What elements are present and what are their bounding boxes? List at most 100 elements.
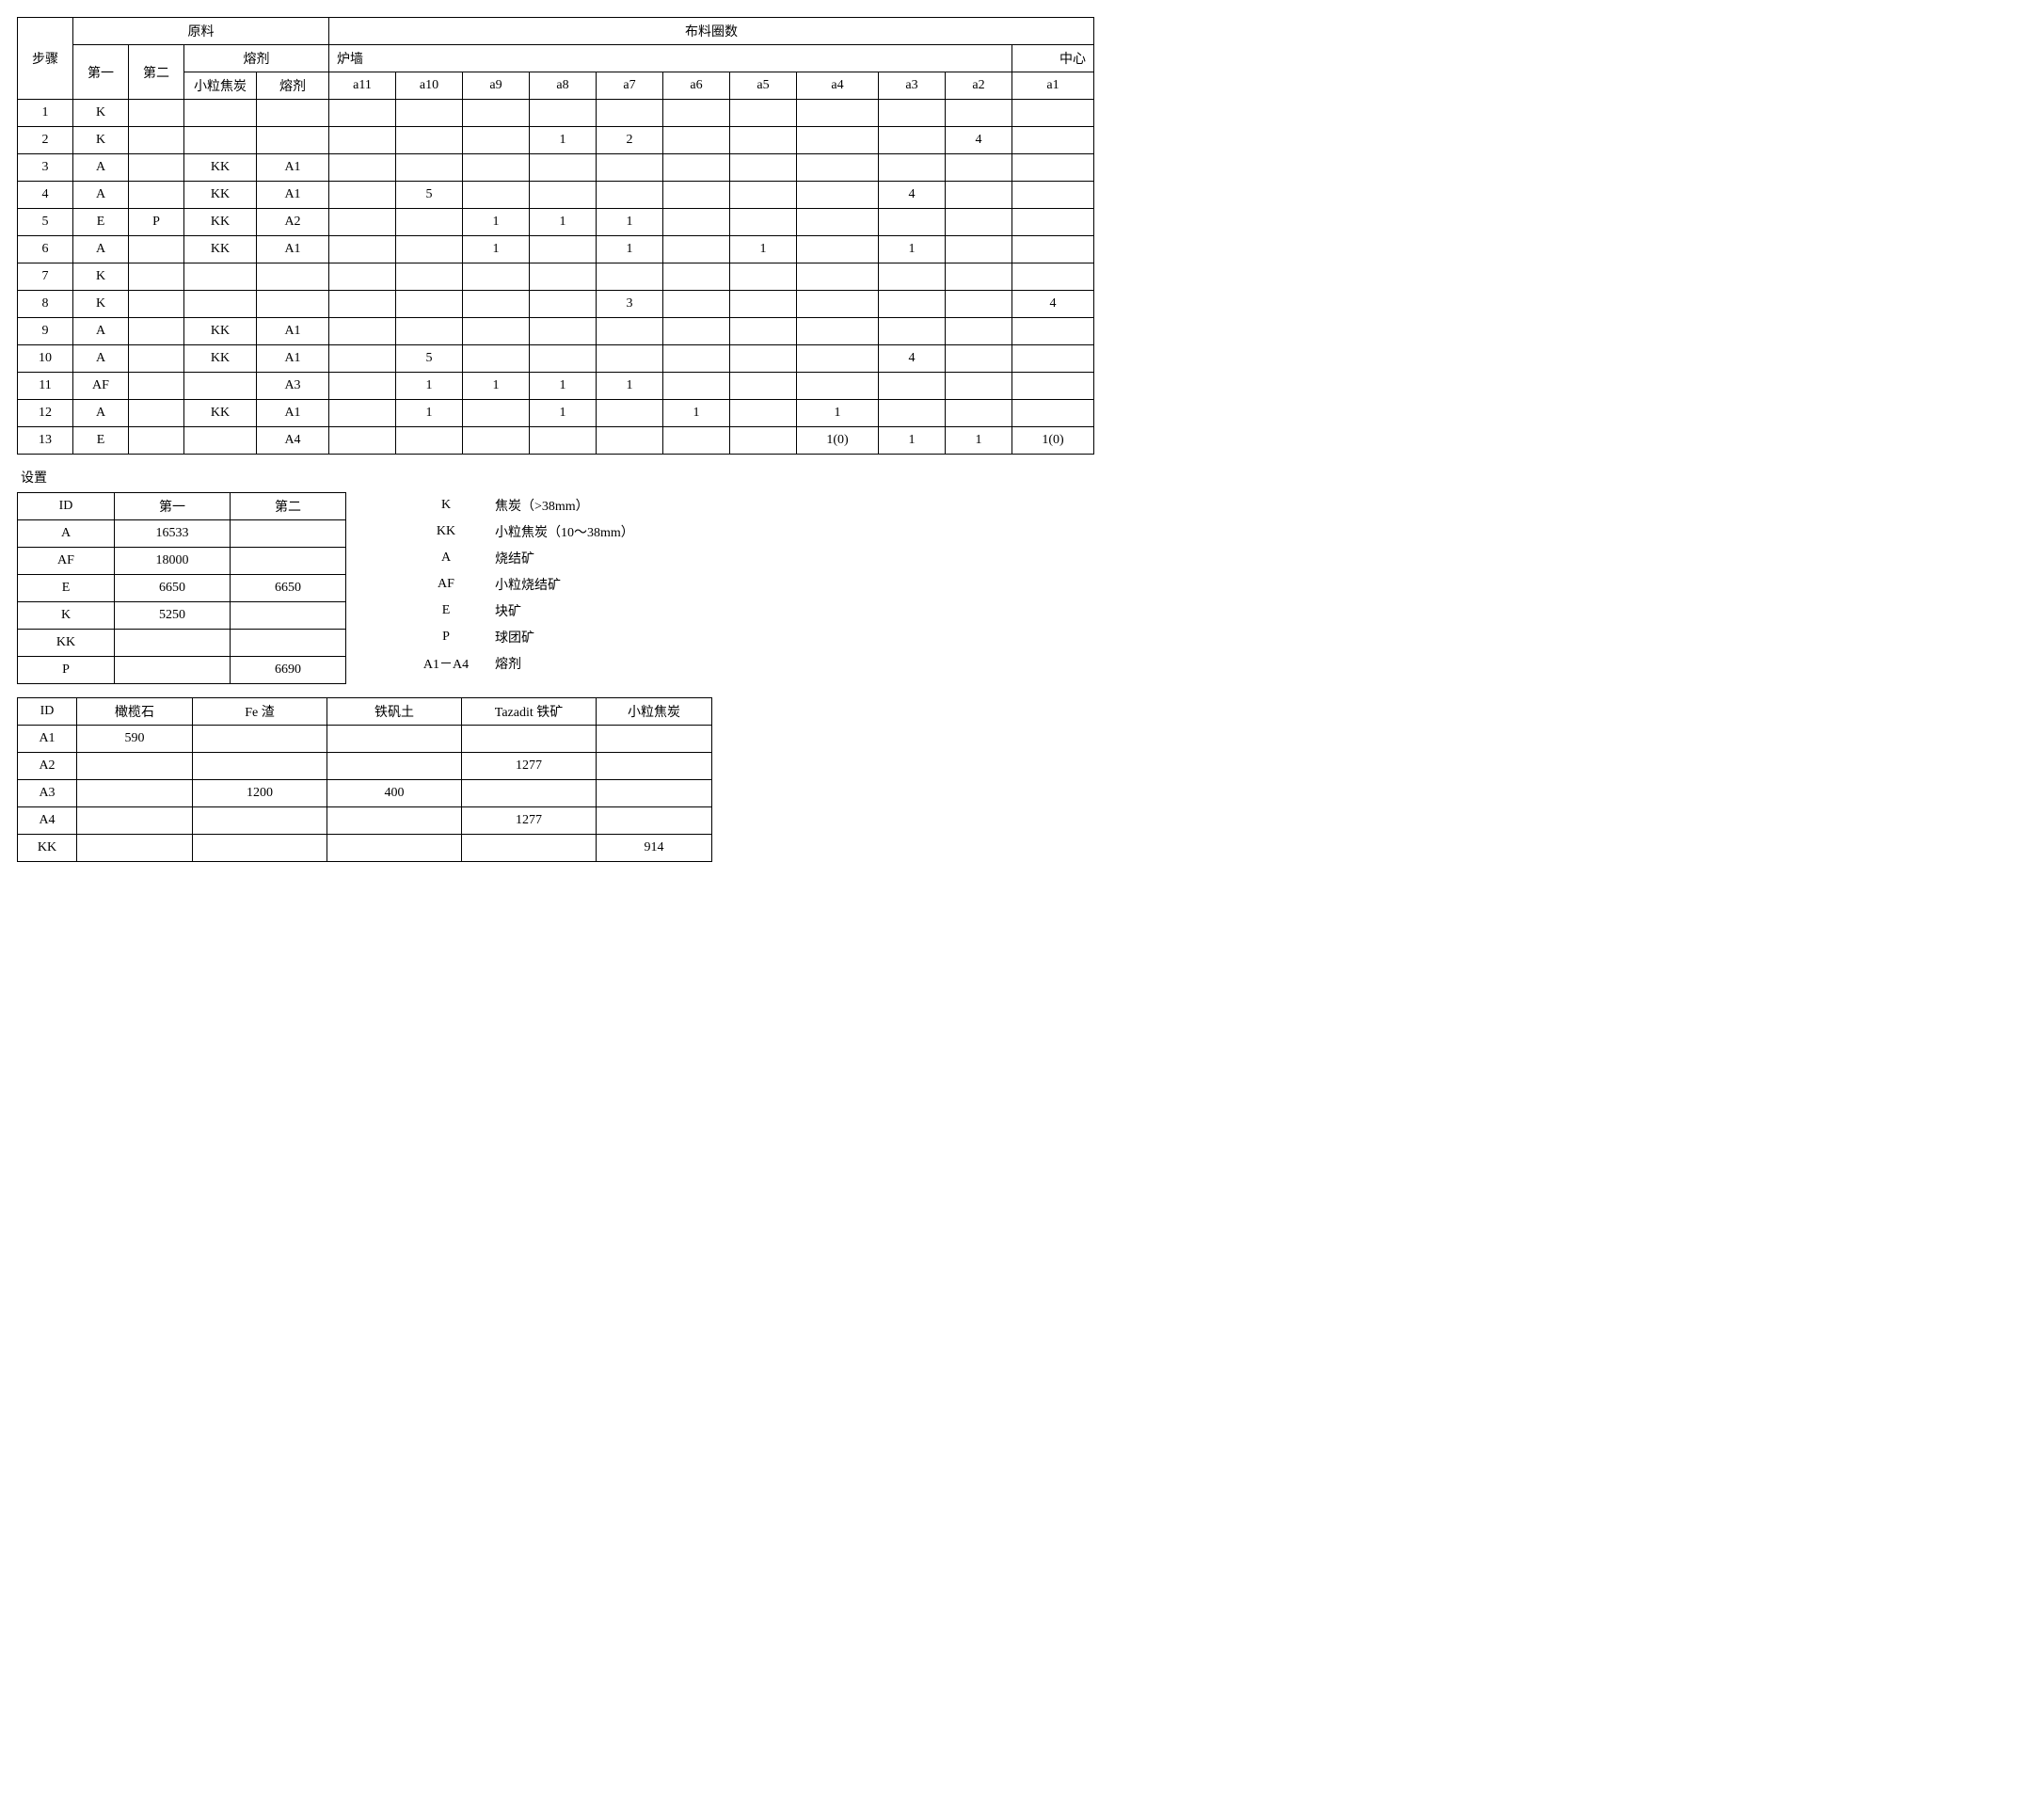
cell-first: AF [73,373,129,400]
cell-first: 6650 [115,575,231,602]
cell-a2 [946,182,1012,209]
cell-a9 [463,127,530,154]
cell-second [129,427,184,455]
cell-a8: 1 [530,373,597,400]
cell-a11 [329,291,396,318]
cell-second [129,291,184,318]
cell-a10 [396,100,463,127]
cell-a4: 1(0) [797,427,879,455]
cell-a6 [663,263,730,291]
cell-first: K [73,263,129,291]
cell-flux: A1 [257,236,329,263]
legend-desc: 小粒焦炭（10～38mm） [489,519,708,545]
cell-a3: 4 [879,345,946,373]
cell-a10: 5 [396,182,463,209]
cell-flux: A1 [257,318,329,345]
cell-a3 [879,154,946,182]
cell-a11 [329,263,396,291]
cell-a3 [879,400,946,427]
cell-a5 [730,154,797,182]
cell-tazadit: 1277 [462,753,597,780]
cell-small [184,373,257,400]
cell-a10: 1 [396,373,463,400]
col-a2: a2 [946,72,1012,100]
cell-a11 [329,400,396,427]
table-row: 4AKKA154 [18,182,1094,209]
cell-second [129,400,184,427]
cell-a9 [463,263,530,291]
table-row: A41277 [18,807,712,835]
cell-a1 [1012,400,1094,427]
cell-a2 [946,318,1012,345]
cell-a4 [797,182,879,209]
cell-a9: 1 [463,236,530,263]
legend-code: KK [403,519,489,545]
col-center: 中心 [1012,45,1094,72]
settings-id: ID [18,493,115,520]
cell-step: 11 [18,373,73,400]
cell-olivine [77,780,193,807]
cell-small: KK [184,345,257,373]
flux-olivine: 橄榄石 [77,698,193,726]
flux-tazadit: Tazadit 铁矿 [462,698,597,726]
cell-bauxite [327,726,462,753]
cell-second: 6650 [231,575,346,602]
legend-desc: 烧结矿 [489,545,708,571]
cell-bauxite [327,753,462,780]
cell-second [129,100,184,127]
cell-a8 [530,345,597,373]
flux-bauxite: 铁矾土 [327,698,462,726]
col-a1: a1 [1012,72,1094,100]
cell-a11 [329,373,396,400]
cell-id: K [18,602,115,630]
cell-fe_slag [193,753,327,780]
cell-bauxite: 400 [327,780,462,807]
col-a9: a9 [463,72,530,100]
cell-a9: 1 [463,373,530,400]
cell-a6 [663,182,730,209]
cell-step: 6 [18,236,73,263]
cell-a5 [730,345,797,373]
cell-flux [257,291,329,318]
cell-second [129,127,184,154]
cell-a1 [1012,318,1094,345]
cell-a4 [797,373,879,400]
table-row: 11AFA31111 [18,373,1094,400]
cell-second [231,630,346,657]
col-a4: a4 [797,72,879,100]
cell-step: 3 [18,154,73,182]
cell-olivine [77,753,193,780]
cell-step: 2 [18,127,73,154]
table-row: K5250 [18,602,346,630]
cell-second [129,236,184,263]
cell-second [129,345,184,373]
cell-second [231,520,346,548]
cell-a4 [797,209,879,236]
cell-a3 [879,263,946,291]
cell-first: K [73,127,129,154]
settings-first: 第一 [115,493,231,520]
legend-desc: 小粒烧结矿 [489,571,708,598]
cell-a7 [597,400,663,427]
cell-tazadit [462,780,597,807]
cell-a8 [530,236,597,263]
cell-a5 [730,373,797,400]
cell-step: 8 [18,291,73,318]
cell-bauxite [327,807,462,835]
legend-code: K [403,492,489,519]
cell-fe_slag [193,835,327,862]
cell-first: A [73,345,129,373]
cell-small: KK [184,400,257,427]
cell-small [184,427,257,455]
cell-step: 4 [18,182,73,209]
cell-a9 [463,182,530,209]
cell-olivine: 590 [77,726,193,753]
cell-a3 [879,291,946,318]
cell-a8 [530,318,597,345]
flux-fe-slag: Fe 渣 [193,698,327,726]
cell-a11 [329,209,396,236]
cell-a3 [879,373,946,400]
cell-small_coke [597,780,712,807]
cell-a2 [946,291,1012,318]
col-raw: 原料 [73,18,329,45]
